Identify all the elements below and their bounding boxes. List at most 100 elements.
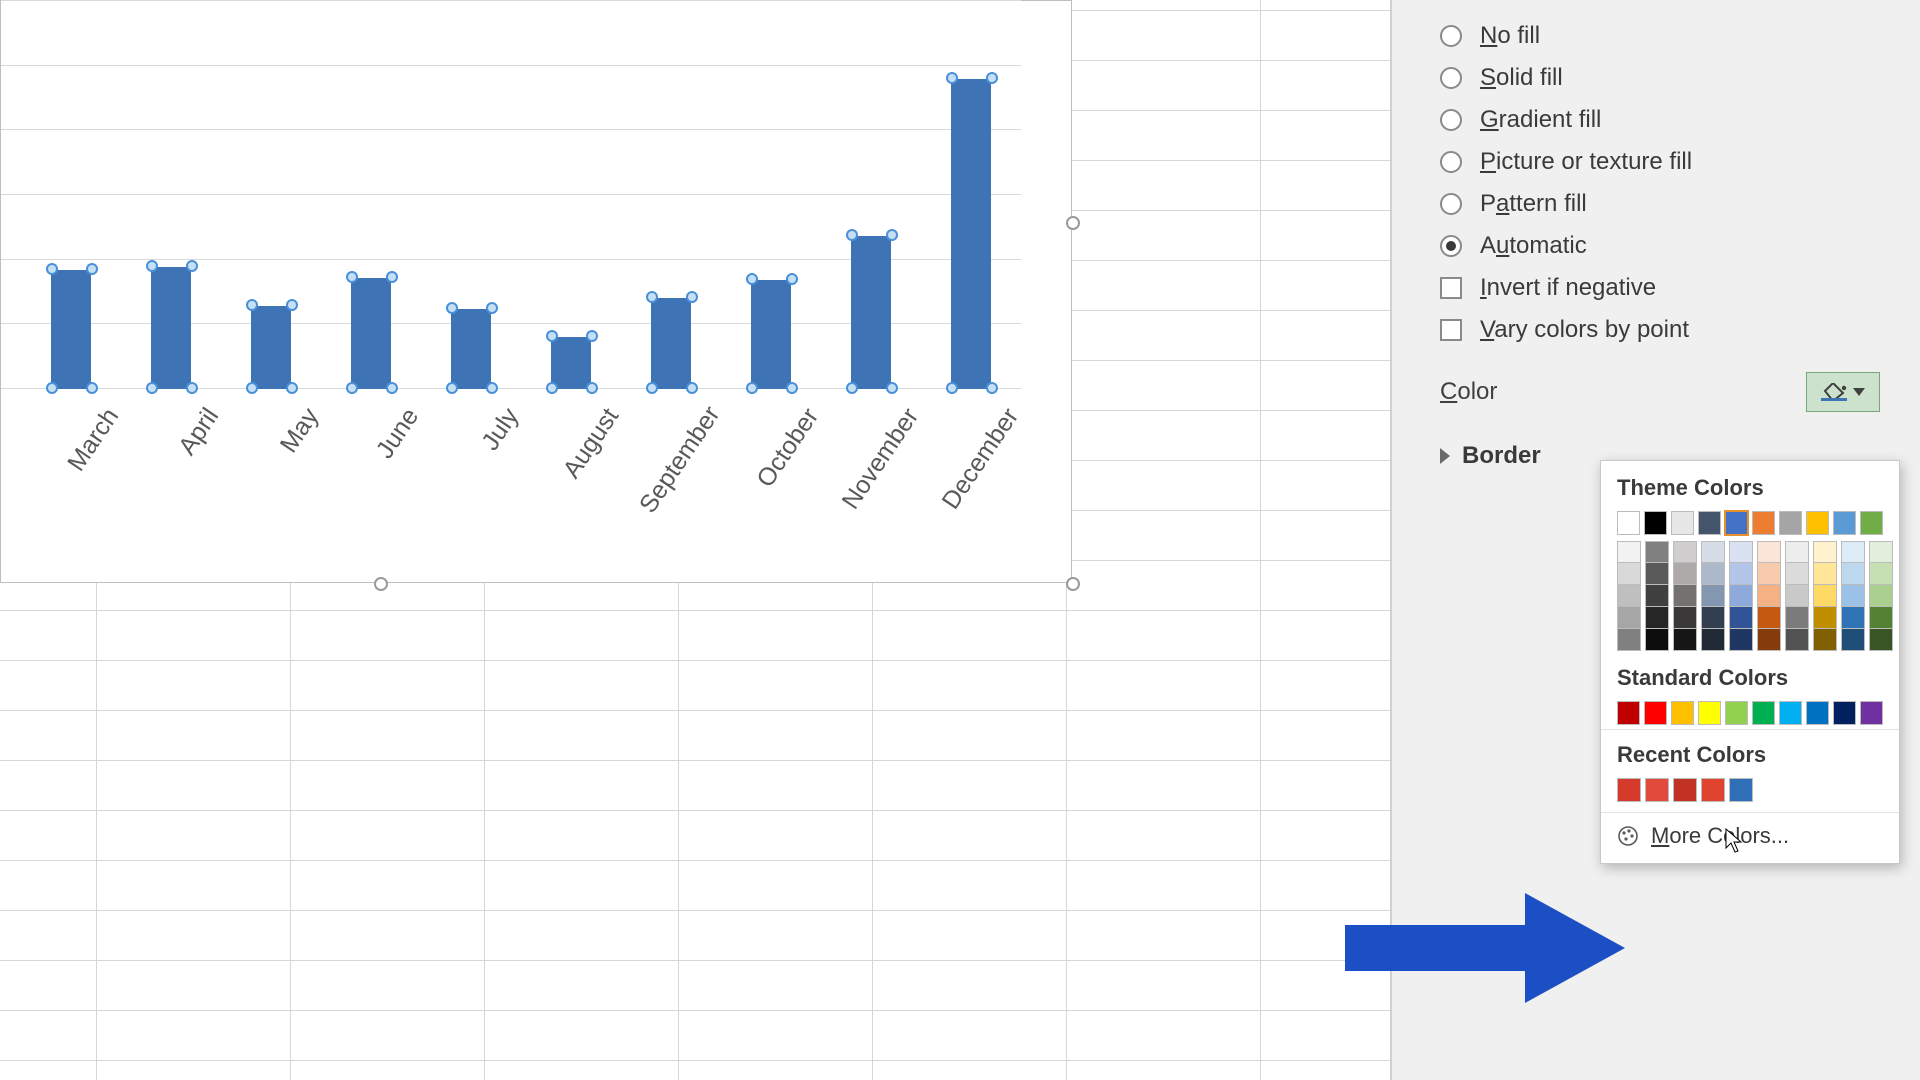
- color-swatch[interactable]: [1785, 629, 1809, 651]
- color-swatch[interactable]: [1617, 778, 1641, 802]
- color-swatch[interactable]: [1779, 701, 1802, 725]
- fill-option-picture[interactable]: Picture or texture fill: [1440, 148, 1880, 176]
- chart-bar[interactable]: [751, 280, 791, 389]
- color-swatch[interactable]: [1813, 563, 1837, 585]
- color-swatch[interactable]: [1698, 511, 1721, 535]
- color-swatch[interactable]: [1725, 701, 1748, 725]
- color-swatch[interactable]: [1729, 585, 1753, 607]
- color-swatch[interactable]: [1617, 585, 1641, 607]
- chart-bar[interactable]: [251, 306, 291, 389]
- check-option-invert[interactable]: Invert if negative: [1440, 274, 1880, 302]
- color-swatch[interactable]: [1645, 563, 1669, 585]
- color-swatch[interactable]: [1757, 629, 1781, 651]
- chart-bar[interactable]: [451, 309, 491, 389]
- color-swatch[interactable]: [1806, 701, 1829, 725]
- color-swatch[interactable]: [1729, 607, 1753, 629]
- color-swatch[interactable]: [1833, 511, 1856, 535]
- color-swatch[interactable]: [1813, 629, 1837, 651]
- color-swatch[interactable]: [1729, 629, 1753, 651]
- chart-bar[interactable]: [951, 79, 991, 389]
- color-swatch[interactable]: [1645, 629, 1669, 651]
- color-swatch[interactable]: [1644, 511, 1667, 535]
- color-swatch[interactable]: [1673, 629, 1697, 651]
- color-swatch[interactable]: [1860, 511, 1883, 535]
- fill-option-gradient[interactable]: Gradient fill: [1440, 106, 1880, 134]
- color-swatch[interactable]: [1617, 629, 1641, 651]
- fill-option-nofill[interactable]: No fill: [1440, 22, 1880, 50]
- color-swatch[interactable]: [1698, 701, 1721, 725]
- color-swatch[interactable]: [1757, 585, 1781, 607]
- worksheet-area[interactable]: MarchAprilMayJuneJulyAugustSeptemberOcto…: [0, 0, 1390, 1080]
- color-swatch[interactable]: [1729, 541, 1753, 563]
- color-swatch[interactable]: [1869, 629, 1893, 651]
- chart-bar[interactable]: [351, 278, 391, 389]
- fill-option-auto[interactable]: Automatic: [1440, 232, 1880, 260]
- color-swatch[interactable]: [1673, 607, 1697, 629]
- color-swatch[interactable]: [1813, 585, 1837, 607]
- color-swatch[interactable]: [1701, 563, 1725, 585]
- color-swatch[interactable]: [1645, 607, 1669, 629]
- color-swatch[interactable]: [1757, 541, 1781, 563]
- check-option-vary[interactable]: Vary colors by point: [1440, 316, 1880, 344]
- color-swatch[interactable]: [1673, 541, 1697, 563]
- color-swatch[interactable]: [1860, 701, 1883, 725]
- color-swatch[interactable]: [1701, 607, 1725, 629]
- color-swatch[interactable]: [1644, 701, 1667, 725]
- color-swatch[interactable]: [1806, 511, 1829, 535]
- color-swatch[interactable]: [1841, 607, 1865, 629]
- chart-resize-handle[interactable]: [374, 577, 388, 591]
- color-swatch[interactable]: [1673, 563, 1697, 585]
- color-swatch[interactable]: [1701, 629, 1725, 651]
- color-swatch[interactable]: [1833, 701, 1856, 725]
- color-swatch[interactable]: [1813, 607, 1837, 629]
- color-swatch[interactable]: [1617, 701, 1640, 725]
- chart-bar[interactable]: [51, 270, 91, 389]
- color-swatch[interactable]: [1869, 563, 1893, 585]
- fill-color-button[interactable]: [1806, 372, 1880, 412]
- color-swatch[interactable]: [1729, 563, 1753, 585]
- color-swatch[interactable]: [1785, 607, 1809, 629]
- color-swatch[interactable]: [1785, 541, 1809, 563]
- color-swatch[interactable]: [1752, 701, 1775, 725]
- color-swatch[interactable]: [1701, 585, 1725, 607]
- color-swatch[interactable]: [1841, 585, 1865, 607]
- color-swatch[interactable]: [1779, 511, 1802, 535]
- chart-resize-handle[interactable]: [1066, 577, 1080, 591]
- chart-bar[interactable]: [151, 267, 191, 389]
- color-swatch[interactable]: [1725, 511, 1748, 535]
- color-swatch[interactable]: [1785, 585, 1809, 607]
- chart-data-series[interactable]: [1, 1, 1021, 389]
- color-swatch[interactable]: [1869, 541, 1893, 563]
- color-swatch[interactable]: [1645, 585, 1669, 607]
- more-colors-item[interactable]: More Colors...: [1601, 812, 1899, 863]
- color-swatch[interactable]: [1671, 701, 1694, 725]
- color-swatch[interactable]: [1617, 541, 1641, 563]
- color-swatch[interactable]: [1701, 778, 1725, 802]
- chart-bar[interactable]: [851, 236, 891, 389]
- color-swatch[interactable]: [1841, 541, 1865, 563]
- color-swatch[interactable]: [1673, 585, 1697, 607]
- color-swatch[interactable]: [1729, 778, 1753, 802]
- color-swatch[interactable]: [1757, 563, 1781, 585]
- chart-bar[interactable]: [651, 298, 691, 389]
- color-swatch[interactable]: [1785, 563, 1809, 585]
- color-swatch[interactable]: [1869, 585, 1893, 607]
- color-swatch[interactable]: [1673, 778, 1697, 802]
- color-swatch[interactable]: [1869, 607, 1893, 629]
- chart-bar[interactable]: [551, 337, 591, 389]
- color-swatch[interactable]: [1701, 541, 1725, 563]
- color-swatch[interactable]: [1752, 511, 1775, 535]
- chart-resize-handle[interactable]: [1066, 216, 1080, 230]
- color-swatch[interactable]: [1757, 607, 1781, 629]
- color-swatch[interactable]: [1813, 541, 1837, 563]
- color-swatch[interactable]: [1645, 778, 1669, 802]
- color-swatch[interactable]: [1841, 563, 1865, 585]
- color-swatch[interactable]: [1617, 563, 1641, 585]
- fill-option-pattern[interactable]: Pattern fill: [1440, 190, 1880, 218]
- fill-option-solid[interactable]: Solid fill: [1440, 64, 1880, 92]
- color-swatch[interactable]: [1617, 511, 1640, 535]
- color-swatch[interactable]: [1617, 607, 1641, 629]
- color-swatch[interactable]: [1841, 629, 1865, 651]
- color-swatch[interactable]: [1671, 511, 1694, 535]
- color-swatch[interactable]: [1645, 541, 1669, 563]
